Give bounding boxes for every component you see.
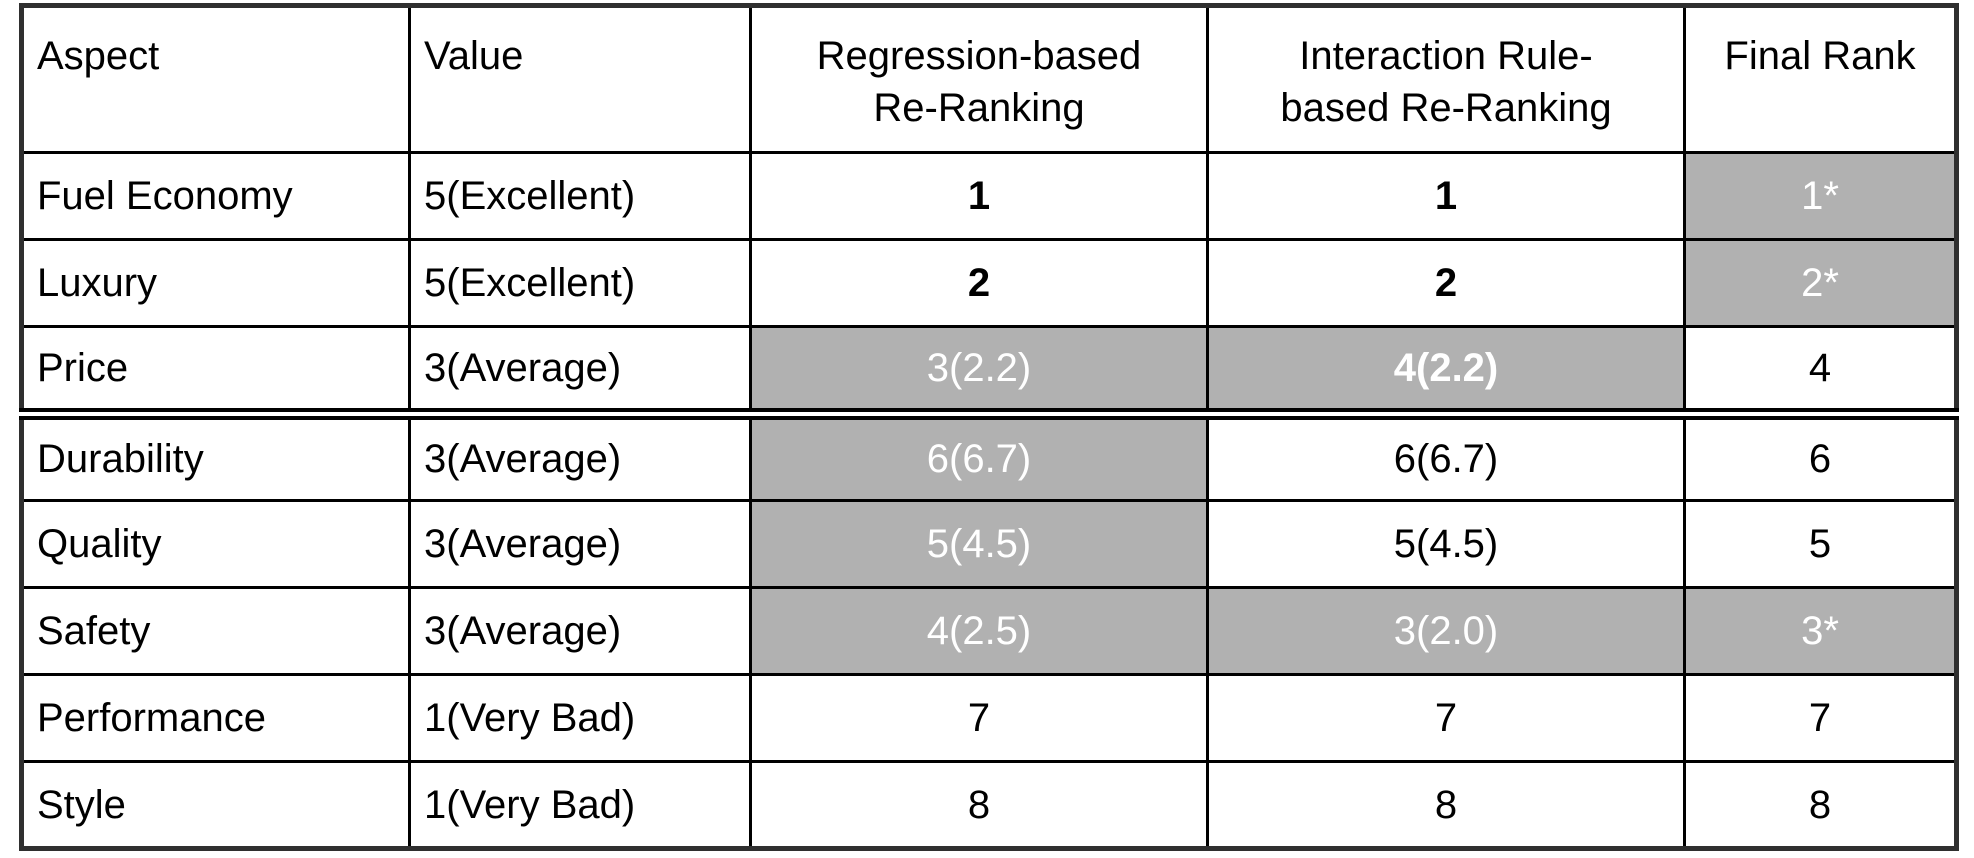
aspect-cell: Safety — [20, 586, 411, 676]
regression-rank-cell: 6(6.7) — [749, 412, 1209, 502]
col-header-aspect: Aspect — [20, 4, 411, 154]
final-rank-cell: 4 — [1683, 325, 1958, 420]
regression-rank-cell: 8 — [749, 760, 1209, 850]
final-rank-cell: 5 — [1683, 499, 1958, 589]
regression-rank-cell: 7 — [749, 673, 1209, 763]
regression-rank-cell: 1 — [749, 151, 1209, 241]
aspect-cell: Quality — [20, 499, 411, 589]
table-row-fuel-economy: Fuel Economy 5(Excellent) 1 1 1* — [20, 151, 1958, 241]
regression-rank-cell: 4(2.5) — [749, 586, 1209, 676]
value-cell: 5(Excellent) — [408, 238, 752, 328]
table-row-luxury: Luxury 5(Excellent) 2 2 2* — [20, 238, 1958, 328]
table-row-performance: Performance 1(Very Bad) 7 7 7 — [20, 673, 1958, 763]
re-ranking-table: Aspect Value Regression-based Re-Ranking… — [19, 3, 1959, 851]
aspect-cell: Style — [20, 760, 411, 850]
aspect-cell: Price — [20, 325, 411, 420]
final-rank-cell: 8 — [1683, 760, 1958, 850]
value-cell: 3(Average) — [408, 325, 752, 420]
value-cell: 1(Very Bad) — [408, 760, 752, 850]
final-rank-cell: 7 — [1683, 673, 1958, 763]
regression-rank-cell: 2 — [749, 238, 1209, 328]
interaction-rank-cell: 7 — [1206, 673, 1686, 763]
final-rank-cell: 3* — [1683, 586, 1958, 676]
final-rank-cell: 1* — [1683, 151, 1958, 241]
value-cell: 1(Very Bad) — [408, 673, 752, 763]
aspect-cell: Fuel Economy — [20, 151, 411, 241]
table-row-price: Price 3(Average) 3(2.2) 4(2.2) 4 — [20, 325, 1958, 420]
header-row: Aspect Value Regression-based Re-Ranking… — [20, 4, 1958, 154]
regression-rank-cell: 5(4.5) — [749, 499, 1209, 589]
final-rank-cell: 2* — [1683, 238, 1958, 328]
value-cell: 3(Average) — [408, 412, 752, 502]
value-cell: 3(Average) — [408, 499, 752, 589]
table-row-durability: Durability 3(Average) 6(6.7) 6(6.7) 6 — [20, 412, 1958, 502]
col-header-regression-reranking: Regression-based Re-Ranking — [749, 4, 1209, 154]
interaction-rank-cell: 3(2.0) — [1206, 586, 1686, 676]
col-header-value: Value — [408, 4, 752, 154]
aspect-cell: Performance — [20, 673, 411, 763]
table-row-quality: Quality 3(Average) 5(4.5) 5(4.5) 5 — [20, 499, 1958, 589]
aspect-cell: Durability — [20, 412, 411, 502]
interaction-rank-cell: 1 — [1206, 151, 1686, 241]
value-cell: 5(Excellent) — [408, 151, 752, 241]
interaction-rank-cell: 8 — [1206, 760, 1686, 850]
interaction-rank-cell: 6(6.7) — [1206, 412, 1686, 502]
table-row-safety: Safety 3(Average) 4(2.5) 3(2.0) 3* — [20, 586, 1958, 676]
table-row-style: Style 1(Very Bad) 8 8 8 — [20, 760, 1958, 850]
regression-rank-cell: 3(2.2) — [749, 325, 1209, 420]
aspect-cell: Luxury — [20, 238, 411, 328]
value-cell: 3(Average) — [408, 586, 752, 676]
interaction-rank-cell: 5(4.5) — [1206, 499, 1686, 589]
col-header-interaction-reranking: Interaction Rule- based Re-Ranking — [1206, 4, 1686, 154]
final-rank-cell: 6 — [1683, 412, 1958, 502]
interaction-rank-cell: 2 — [1206, 238, 1686, 328]
interaction-rank-cell: 4(2.2) — [1206, 325, 1686, 420]
col-header-final-rank: Final Rank — [1683, 4, 1958, 154]
